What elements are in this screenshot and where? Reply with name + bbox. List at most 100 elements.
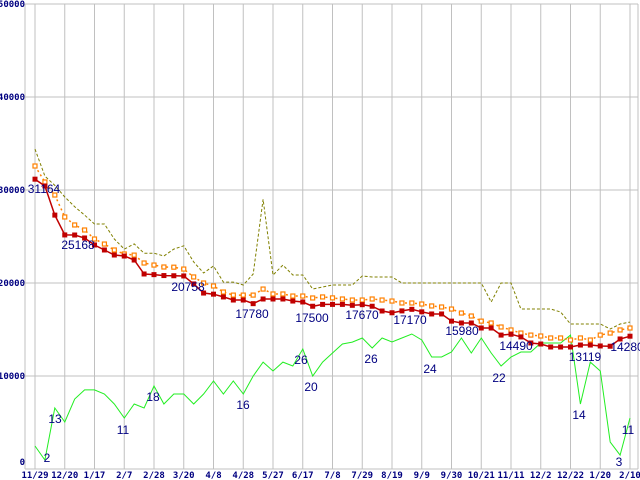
data-point-average <box>230 292 236 298</box>
data-point-price <box>230 297 236 303</box>
count-data-label: 14 <box>572 408 586 422</box>
x-tick-label: 1/17 <box>84 471 106 480</box>
price-data-label: 14490 <box>499 339 533 353</box>
data-point-average <box>52 192 58 198</box>
data-point-average <box>200 280 207 286</box>
data-point-average <box>141 260 147 266</box>
data-point-price <box>379 308 385 314</box>
y-tick-label: 40000 <box>0 93 25 103</box>
x-tick-label: 5/27 <box>262 471 284 480</box>
data-point-price <box>449 318 454 324</box>
data-point-price <box>211 291 216 297</box>
series-group <box>32 148 633 462</box>
data-point-price <box>201 290 207 296</box>
data-point-price <box>627 333 633 339</box>
data-point-average <box>220 289 227 295</box>
x-tick-label: 12/22 <box>557 471 584 480</box>
data-point-average <box>310 295 316 301</box>
count-data-label: 16 <box>236 398 250 412</box>
data-point-price <box>52 212 58 218</box>
y-tick-label: 50000 <box>0 0 25 10</box>
data-point-price <box>439 311 445 317</box>
data-point-average <box>567 337 574 343</box>
data-point-price <box>409 306 415 312</box>
data-point-average <box>548 335 554 341</box>
data-point-price <box>597 343 603 349</box>
data-point-price <box>220 294 226 300</box>
data-point-price <box>419 309 425 315</box>
data-point-price <box>349 302 355 308</box>
data-point-average <box>597 332 603 338</box>
data-point-price <box>558 344 564 350</box>
data-point-average <box>240 292 246 298</box>
y-axis: 0 10000 20000 30000 40000 50000 <box>0 0 25 468</box>
price-data-label: 31164 <box>28 182 61 196</box>
data-point-average <box>250 292 256 298</box>
series-line-max <box>34 148 631 330</box>
x-tick-label: 8/19 <box>381 471 403 480</box>
data-point-price <box>92 242 97 248</box>
series-average <box>32 163 633 343</box>
x-tick-label: 9/30 <box>441 471 463 480</box>
price-data-label: 15980 <box>445 324 479 338</box>
price-data-label: 13119 <box>569 350 602 364</box>
data-point-price <box>310 303 316 309</box>
count-data-label: 11 <box>622 423 635 437</box>
price-data-label: 17500 <box>295 311 329 325</box>
data-point-average <box>399 300 405 306</box>
data-point-price <box>101 247 107 253</box>
data-point-average <box>369 296 375 302</box>
y-tick-label: 0 <box>20 458 25 468</box>
data-point-price <box>320 301 326 307</box>
data-point-price <box>458 320 464 326</box>
x-tick-label: 9/9 <box>414 471 430 480</box>
count-data-label: 24 <box>423 362 437 376</box>
data-labels: 31164 25168 20758 17780 17500 17670 17170 15980… <box>28 182 640 469</box>
data-point-price <box>389 310 395 316</box>
series-count <box>34 333 631 462</box>
data-point-price <box>587 342 593 348</box>
data-point-average <box>438 304 445 310</box>
price-data-label: 14280 <box>610 340 640 354</box>
data-point-average <box>419 301 425 307</box>
price-data-label: 17170 <box>393 313 427 327</box>
data-point-average <box>448 306 455 312</box>
data-point-price <box>171 273 177 279</box>
data-point-average <box>210 283 217 289</box>
x-tick-label: 10/21 <box>468 471 495 480</box>
data-point-average <box>577 335 584 341</box>
x-tick-label: 2/7 <box>116 471 132 480</box>
data-point-price <box>518 334 524 340</box>
data-point-price <box>528 340 534 346</box>
data-point-average <box>379 297 385 303</box>
x-tick-label: 11/29 <box>21 471 48 480</box>
data-point-average <box>171 264 177 270</box>
data-point-price <box>508 331 514 337</box>
data-point-average <box>498 324 504 330</box>
data-point-price <box>111 252 117 258</box>
price-data-label: 17670 <box>345 308 379 322</box>
data-point-average <box>62 214 68 220</box>
data-point-average <box>101 241 108 247</box>
data-point-price <box>141 271 147 277</box>
data-point-price <box>429 311 435 317</box>
data-point-price <box>121 253 127 259</box>
x-tick-label: 12/20 <box>51 471 78 480</box>
series-max <box>34 148 631 330</box>
count-data-label: 13 <box>48 412 62 426</box>
x-tick-label: 2/10 <box>619 471 640 480</box>
data-point-average <box>508 327 514 333</box>
data-point-average <box>349 297 355 303</box>
data-point-price <box>280 296 286 302</box>
data-point-average <box>607 330 613 336</box>
data-point-price <box>151 272 157 278</box>
price-data-label: 25168 <box>61 238 95 252</box>
data-point-price <box>478 325 484 331</box>
count-data-label: 18 <box>146 390 160 404</box>
x-axis: 11/29 12/20 1/17 2/7 2/28 3/20 4/8 4/28 5/27 6/17… <box>21 471 640 480</box>
data-point-price <box>191 281 197 287</box>
data-point-average <box>468 313 474 319</box>
x-tick-label: 11/11 <box>497 471 524 480</box>
data-point-average <box>518 330 524 336</box>
